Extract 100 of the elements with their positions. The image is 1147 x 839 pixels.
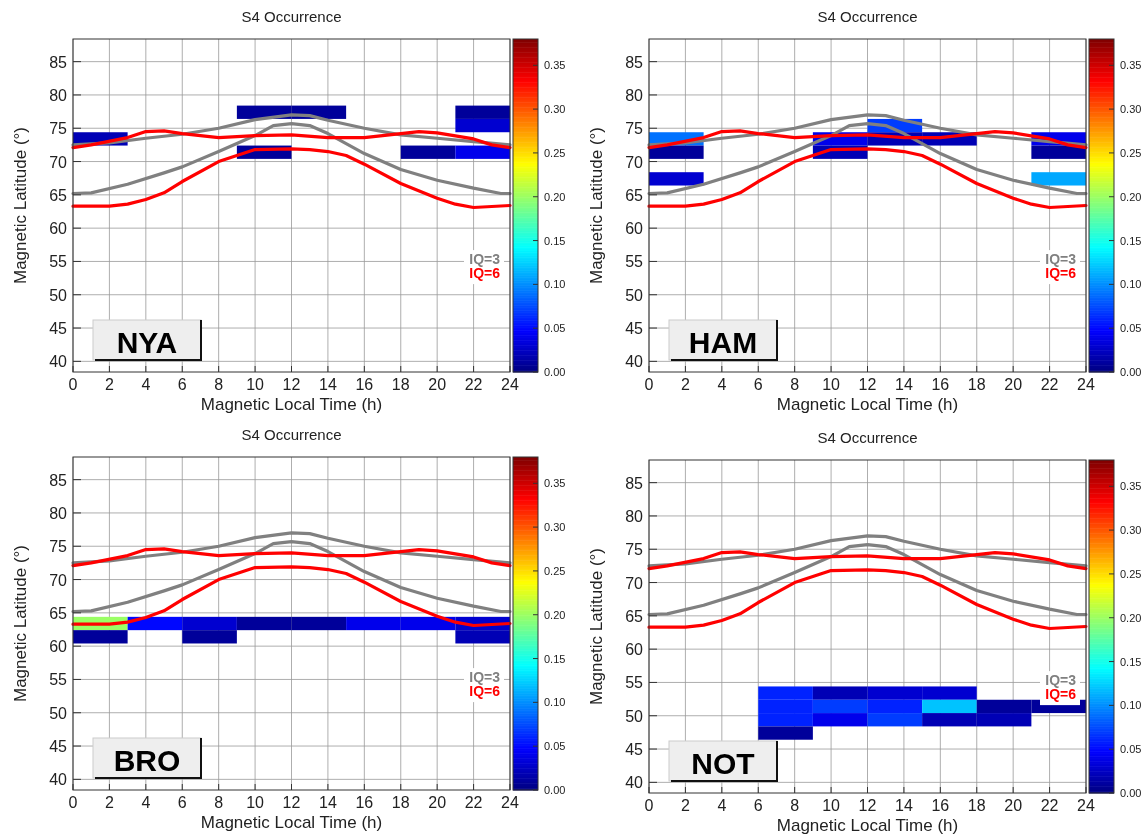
x-tick-label: 22 xyxy=(464,376,483,393)
y-tick-label: 65 xyxy=(49,604,68,622)
y-tick-label: 55 xyxy=(625,253,644,271)
y-axis-title: Magnetic Latitude (°) xyxy=(587,126,606,285)
x-tick-label: 18 xyxy=(967,797,986,814)
line-series xyxy=(647,147,1088,210)
x-tick-label: 4 xyxy=(717,797,727,814)
line-series xyxy=(71,539,512,614)
y-tick-label: 70 xyxy=(625,574,644,592)
color-bar-label: 0.30 xyxy=(544,103,566,116)
y-tick-label: 50 xyxy=(49,286,68,304)
color-bar-label: 0.05 xyxy=(1120,743,1142,756)
x-tick-label: 24 xyxy=(501,376,519,393)
color-bar-label: 0.05 xyxy=(1120,322,1142,335)
line-series xyxy=(71,147,512,210)
line-series xyxy=(71,129,512,150)
x-tick-label: 20 xyxy=(1004,797,1023,814)
line-series xyxy=(647,129,1088,150)
x-tick-label: 4 xyxy=(141,794,151,811)
y-tick-label: 50 xyxy=(625,286,644,304)
color-bar-label: 0.20 xyxy=(544,190,566,203)
color-bar-label: 0.25 xyxy=(544,146,566,159)
chart-title: S4 Occurrence xyxy=(817,429,918,446)
y-tick-label: 85 xyxy=(625,474,644,492)
color-bar-label: 0.35 xyxy=(1120,480,1142,493)
color-bar-label: 0.35 xyxy=(1120,59,1142,72)
x-tick-label: 24 xyxy=(1077,797,1095,814)
x-tick-label: 0 xyxy=(644,797,654,814)
x-tick-label: 22 xyxy=(464,794,483,811)
color-bar-label: 0.15 xyxy=(1120,234,1142,247)
x-tick-label: 16 xyxy=(355,376,374,393)
x-tick-label: 24 xyxy=(501,794,519,811)
color-bar-label: 0.10 xyxy=(1120,278,1142,291)
x-tick-label: 22 xyxy=(1040,376,1059,393)
y-tick-label: 60 xyxy=(49,638,68,656)
y-tick-label: 80 xyxy=(49,504,68,522)
x-tick-label: 18 xyxy=(967,376,986,393)
x-tick-label: 0 xyxy=(68,794,78,811)
x-tick-label: 10 xyxy=(822,797,841,814)
x-axis-title: Magnetic Local Time (h) xyxy=(776,816,959,835)
x-tick-label: 12 xyxy=(858,376,877,393)
x-tick-label: 20 xyxy=(428,794,447,811)
y-tick-label: 50 xyxy=(625,707,644,725)
x-tick-label: 0 xyxy=(68,376,78,393)
x-tick-label: 20 xyxy=(428,376,447,393)
y-tick-label: 65 xyxy=(625,186,644,204)
x-tick-label: 14 xyxy=(895,797,913,814)
x-tick-label: 4 xyxy=(717,376,727,393)
x-tick-label: 6 xyxy=(753,797,763,814)
y-axis-title: Magnetic Latitude (°) xyxy=(11,544,30,703)
x-tick-label: 10 xyxy=(246,794,265,811)
chart-title: S4 Occurrence xyxy=(817,8,918,25)
color-bar-label: 0.25 xyxy=(544,564,566,577)
text: IQ=3 xyxy=(469,251,501,268)
y-tick-label: 55 xyxy=(49,253,68,271)
color-bar-label: 0.30 xyxy=(1120,524,1142,537)
y-tick-label: 80 xyxy=(625,86,644,104)
y-tick-label: 75 xyxy=(625,541,644,559)
y-tick-label: 45 xyxy=(625,320,644,338)
x-tick-label: 22 xyxy=(1040,797,1059,814)
x-axis-title: Magnetic Local Time (h) xyxy=(200,395,383,414)
y-tick-label: 70 xyxy=(49,153,68,171)
y-axis-title: Magnetic Latitude (°) xyxy=(587,547,606,706)
color-bar-label: 0.05 xyxy=(544,740,566,753)
x-tick-label: 14 xyxy=(895,376,913,393)
y-tick-label: 40 xyxy=(625,774,644,792)
y-tick-label: 60 xyxy=(49,220,68,238)
x-tick-label: 10 xyxy=(822,376,841,393)
color-bar-label: 0.00 xyxy=(544,366,566,378)
color-bar-label: 0.10 xyxy=(1120,699,1142,712)
x-tick-label: 20 xyxy=(1004,376,1023,393)
y-tick-label: 85 xyxy=(49,471,68,489)
y-tick-label: 80 xyxy=(49,86,68,104)
y-tick-label: 40 xyxy=(49,771,68,789)
x-axis-title: Magnetic Local Time (h) xyxy=(200,813,383,832)
line-series xyxy=(71,565,512,628)
y-tick-label: 85 xyxy=(625,53,644,71)
color-bar-label: 0.15 xyxy=(544,652,566,665)
color-bar-label: 0.35 xyxy=(544,477,566,490)
color-bar-label: 0.05 xyxy=(544,322,566,335)
y-tick-label: 40 xyxy=(49,353,68,371)
y-tick-label: 75 xyxy=(49,120,68,138)
line-series xyxy=(71,547,512,568)
color-bar-label: 0.25 xyxy=(1120,146,1142,159)
line-series xyxy=(647,542,1088,617)
x-tick-label: 6 xyxy=(177,376,187,393)
x-tick-label: 14 xyxy=(319,376,337,393)
y-tick-label: 80 xyxy=(625,507,644,525)
y-tick-label: 65 xyxy=(625,607,644,625)
color-bar-label: 0.35 xyxy=(544,59,566,72)
chart-title: S4 Occurrence xyxy=(241,8,342,25)
text: IQ=3 xyxy=(1045,251,1077,268)
x-tick-label: 8 xyxy=(214,794,224,811)
y-tick-label: 55 xyxy=(49,671,68,689)
x-tick-label: 12 xyxy=(282,376,301,393)
color-bar-label: 0.00 xyxy=(1120,366,1142,378)
x-tick-label: 8 xyxy=(214,376,224,393)
y-tick-label: 45 xyxy=(49,320,68,338)
text: IQ=3 xyxy=(1045,672,1077,689)
y-tick-label: 60 xyxy=(625,220,644,238)
